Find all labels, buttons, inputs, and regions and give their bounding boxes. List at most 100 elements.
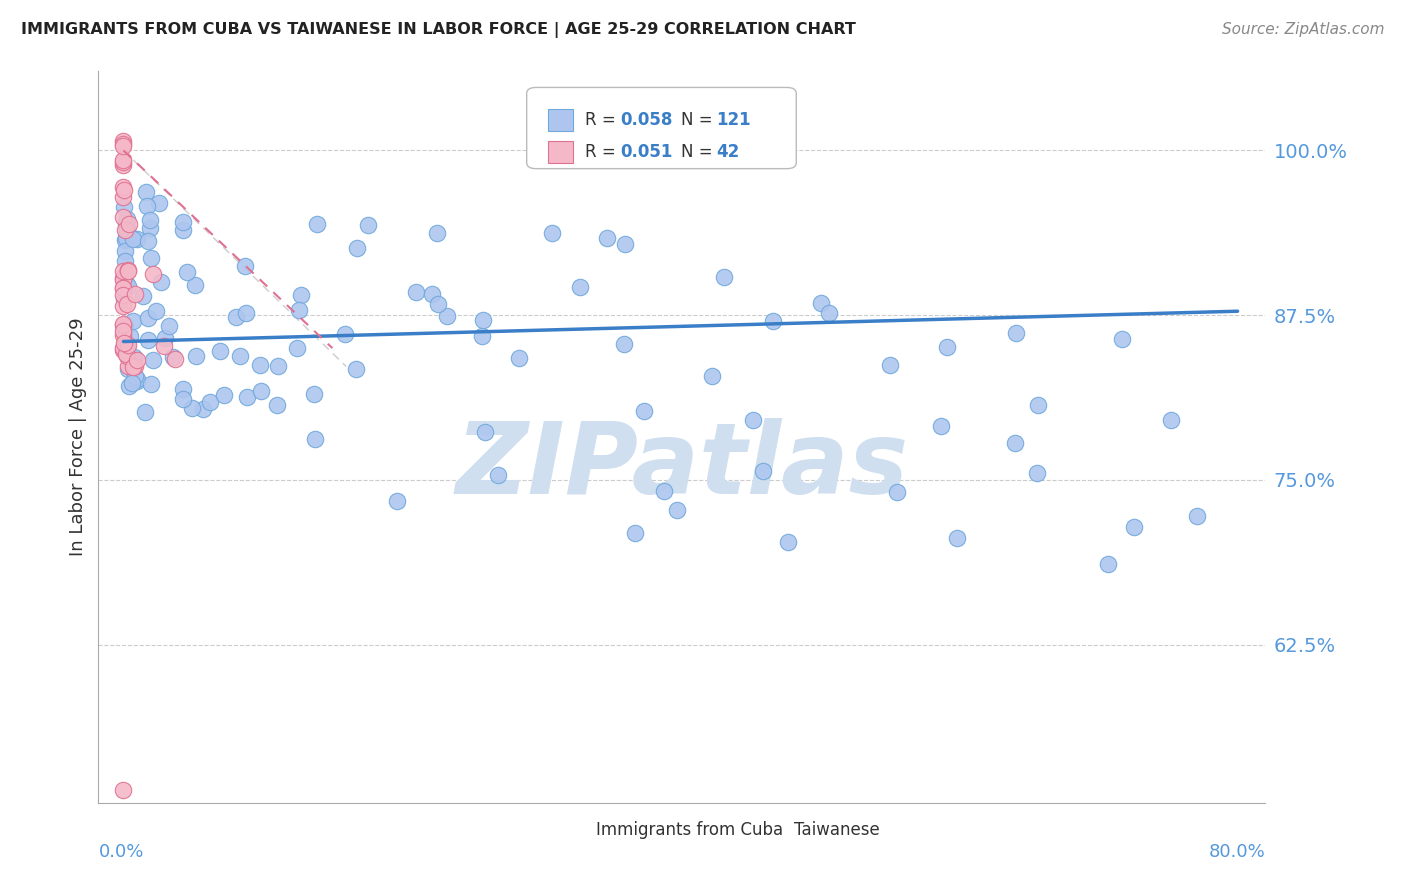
Point [112,201,135,215]
Point [112,184,135,198]
Point [176,265,198,279]
Point [931,418,953,433]
Point [624,526,647,541]
Point [132,289,155,303]
Point [117,279,139,293]
Point [112,155,135,169]
Point [115,338,138,352]
Point [155,331,177,345]
Text: Taiwanese: Taiwanese [794,821,880,838]
Point [886,485,908,500]
Point [114,320,136,334]
Point [114,234,136,248]
Point [112,134,135,148]
Point [152,339,174,353]
Point [652,483,675,498]
Point [713,270,735,285]
Point [112,299,135,313]
Text: Source: ZipAtlas.com: Source: ZipAtlas.com [1222,22,1385,37]
Bar [565,822,589,838]
Point [233,259,256,273]
Point [115,217,138,231]
Point [741,413,763,427]
Point [209,343,232,358]
Point [225,310,247,324]
Point [304,387,326,401]
Point [112,318,135,333]
Point [115,346,138,360]
Point [425,226,447,240]
Point [1005,326,1028,340]
Point [114,231,136,245]
Text: 121: 121 [716,111,751,128]
Point [184,278,207,293]
Point [112,137,135,152]
Point [117,359,139,373]
Text: 80.0%: 80.0% [1209,843,1265,861]
Point [112,287,135,301]
Point [112,338,135,352]
Point [115,296,138,310]
Point [1185,509,1208,524]
Point [946,531,969,545]
Point [420,286,443,301]
Point [818,306,841,320]
Point [335,327,357,342]
Point [112,341,135,355]
Point [405,285,427,299]
Point [114,338,136,352]
Point [127,353,149,368]
Point [305,217,328,231]
Point [136,199,159,213]
Point [125,374,148,388]
Point [229,349,252,363]
Point [148,196,170,211]
Point [249,384,271,399]
Text: N =: N = [681,111,717,128]
Point [172,382,194,396]
Point [112,153,135,167]
FancyBboxPatch shape [527,87,796,169]
Point [267,359,290,373]
Point [117,361,139,376]
Point [761,314,783,328]
Point [172,392,194,406]
Point [436,309,458,323]
Point [666,503,689,517]
Text: ZIPatlas: ZIPatlas [456,417,908,515]
Point [613,337,636,351]
Point [115,349,138,363]
Point [118,218,141,232]
Point [471,313,494,327]
Point [112,273,135,287]
Point [112,190,135,204]
Point [114,244,136,259]
Point [124,359,146,373]
Point [142,352,165,367]
Point [427,296,450,310]
Text: 0.0%: 0.0% [98,843,143,861]
Point [117,338,139,352]
Point [172,223,194,237]
Point [125,372,148,386]
Point [879,358,901,372]
Point [346,242,368,256]
Point [124,287,146,301]
Point [139,221,162,235]
Point [387,493,409,508]
Point [122,353,145,368]
Point [112,292,135,306]
Point [136,311,159,326]
Point [145,304,167,318]
Point [486,467,509,482]
Point [1160,413,1182,427]
Point [135,185,157,199]
Point [1026,397,1049,411]
Point [114,277,136,291]
Point [134,404,156,418]
Point [112,271,135,285]
Point [115,211,138,226]
Point [112,335,135,350]
Point [266,398,288,412]
Text: Immigrants from Cuba: Immigrants from Cuba [596,821,783,838]
